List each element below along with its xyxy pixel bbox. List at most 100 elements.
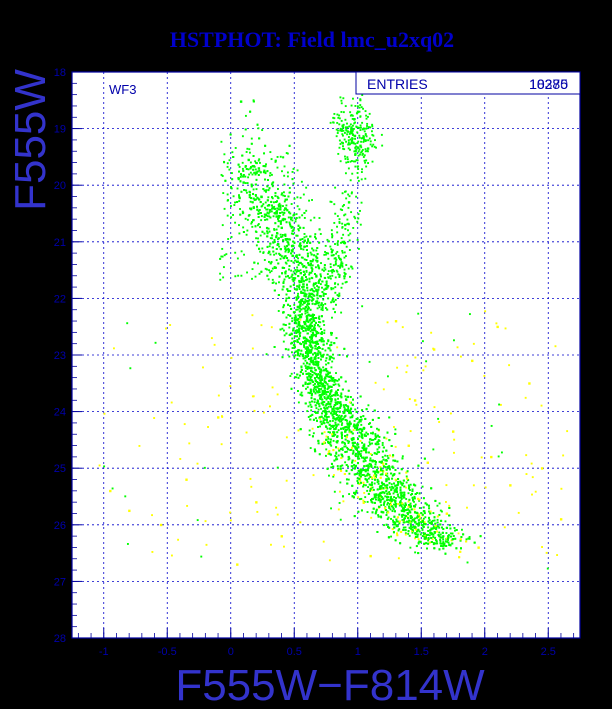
data-point — [275, 215, 278, 218]
data-point — [297, 317, 300, 320]
data-point — [300, 299, 303, 302]
data-point — [319, 375, 322, 378]
data-point — [367, 404, 370, 407]
data-point — [278, 281, 280, 284]
data-point — [358, 483, 361, 486]
data-point — [385, 462, 388, 465]
data-point — [271, 197, 274, 200]
data-point — [302, 285, 305, 288]
data-point — [296, 329, 299, 332]
data-point — [414, 528, 417, 531]
data-point — [286, 257, 289, 259]
data-point — [310, 253, 313, 256]
data-point — [330, 425, 333, 428]
data-point — [435, 526, 438, 529]
data-point — [314, 303, 317, 306]
data-point — [407, 484, 410, 487]
data-point — [273, 238, 276, 241]
data-point — [386, 484, 389, 487]
data-point — [239, 208, 241, 210]
data-point — [308, 366, 311, 369]
data-point — [316, 419, 318, 422]
data-point — [405, 508, 408, 511]
data-point — [330, 466, 333, 469]
data-point — [335, 452, 338, 455]
data-point — [314, 388, 317, 391]
data-point — [318, 405, 321, 408]
data-point — [308, 271, 311, 274]
data-point — [313, 352, 316, 355]
data-point — [325, 357, 328, 360]
data-point — [398, 513, 401, 516]
data-point — [328, 423, 331, 426]
data-point — [311, 277, 314, 280]
data-point — [335, 390, 338, 393]
data-point — [423, 535, 426, 538]
data-point — [376, 478, 379, 481]
data-point — [252, 155, 255, 157]
data-point — [302, 270, 305, 273]
data-point — [293, 316, 296, 319]
data-point — [297, 401, 300, 404]
data-point — [399, 501, 402, 504]
data-point — [308, 401, 311, 404]
data-point — [298, 310, 301, 313]
data-point — [288, 326, 291, 329]
data-point — [307, 355, 310, 358]
data-point — [271, 267, 274, 270]
data-point — [341, 434, 343, 437]
data-point — [245, 167, 248, 170]
data-point — [346, 426, 349, 429]
data-point — [324, 425, 327, 428]
data-point — [295, 213, 298, 216]
data-point — [307, 352, 310, 355]
data-point — [357, 496, 360, 499]
data-point — [304, 340, 306, 343]
data-point — [301, 298, 304, 300]
data-point — [371, 476, 374, 479]
data-point — [310, 262, 312, 265]
data-point — [322, 269, 325, 272]
data-point — [400, 505, 403, 508]
data-point — [297, 292, 299, 295]
data-point — [289, 314, 292, 317]
data-point — [400, 495, 403, 498]
data-point — [329, 385, 332, 388]
data-point — [330, 375, 333, 378]
data-point — [364, 459, 367, 462]
data-point — [336, 394, 339, 397]
data-point — [420, 521, 423, 523]
data-point — [185, 478, 188, 481]
data-point — [418, 492, 421, 495]
data-point — [442, 541, 445, 544]
data-point — [321, 383, 324, 386]
data-point — [394, 501, 397, 504]
data-point — [423, 521, 426, 524]
data-point — [349, 395, 352, 398]
data-point — [327, 431, 330, 433]
data-point — [306, 319, 308, 322]
data-point — [316, 247, 319, 249]
data-point — [386, 475, 389, 478]
data-point — [318, 339, 321, 342]
data-point — [346, 428, 349, 431]
data-point — [239, 100, 243, 103]
data-point — [292, 240, 295, 243]
data-point — [282, 257, 285, 260]
data-point — [276, 232, 278, 235]
data-point — [335, 412, 337, 415]
data-point — [386, 511, 389, 514]
data-point — [272, 281, 275, 284]
data-point — [294, 350, 297, 353]
data-point — [312, 298, 315, 301]
data-point — [353, 515, 356, 518]
data-point — [317, 266, 320, 269]
data-point — [273, 240, 276, 243]
data-point — [366, 489, 369, 492]
data-point — [329, 398, 332, 401]
data-point — [309, 308, 312, 311]
data-point — [321, 280, 324, 283]
data-point — [309, 324, 312, 327]
data-point — [387, 457, 390, 460]
data-point — [316, 253, 319, 255]
